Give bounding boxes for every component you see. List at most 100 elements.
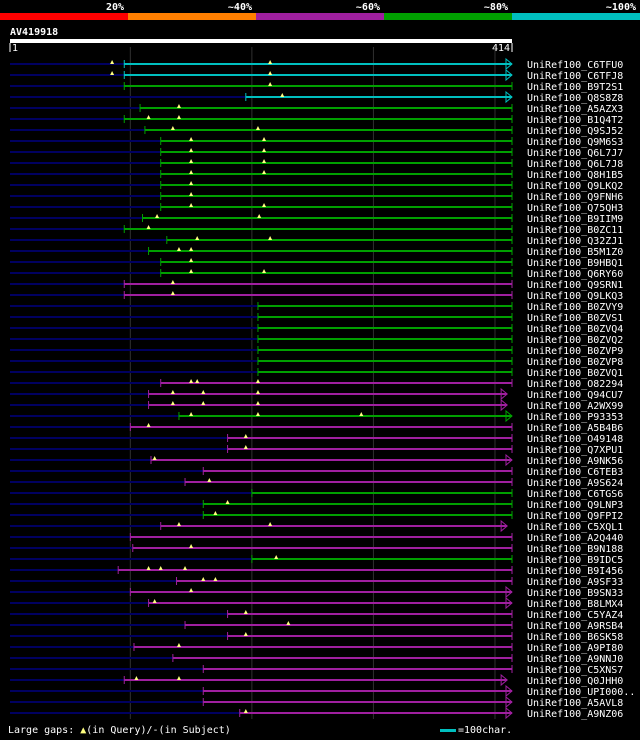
query-gap-marker — [286, 621, 291, 625]
query-gap-marker — [189, 203, 194, 207]
hit-label: UniRef100_A9PI80 — [527, 643, 623, 654]
hit-label: UniRef100_B0ZVQ4 — [527, 324, 623, 335]
query-gap-marker — [170, 280, 175, 284]
hit-label: UniRef100_B0ZVP8 — [527, 357, 623, 368]
in-subject-label: (in Subject) — [158, 725, 231, 736]
hit-end-arrow — [500, 398, 508, 412]
query-gap-marker — [243, 445, 248, 449]
identity-scale-label: ~40% — [228, 2, 252, 13]
query-gap-marker — [176, 115, 181, 119]
query-gap-marker — [189, 170, 194, 174]
hit-label: UniRef100_Q9FPI2 — [527, 511, 623, 522]
hit-label: UniRef100_C6TFJ8 — [527, 71, 623, 82]
query-gap-marker — [262, 170, 267, 174]
hit-label: UniRef100_A2WX99 — [527, 401, 623, 412]
identity-scale-label: 20% — [106, 2, 124, 13]
hit-label: UniRef100_Q8S8Z8 — [527, 93, 623, 104]
query-gap-marker — [152, 599, 157, 603]
query-gap-marker — [225, 500, 230, 504]
query-gap-marker — [155, 214, 160, 218]
query-gap-marker — [110, 71, 115, 75]
query-gap-marker — [255, 379, 260, 383]
query-gap-marker — [146, 423, 151, 427]
hit-label: UniRef100_C5YAZ4 — [527, 610, 623, 621]
hit-label: UniRef100_B1Q4T2 — [527, 115, 623, 126]
hit-label: UniRef100_Q9SRN1 — [527, 280, 623, 291]
hit-label: UniRef100_A9RSB4 — [527, 621, 623, 632]
hit-label: UniRef100_C5XQL1 — [527, 522, 623, 533]
hit-label: UniRef100_Q9SJ52 — [527, 126, 623, 137]
query-gap-marker — [146, 115, 151, 119]
query-gap-marker — [268, 522, 273, 526]
query-gap-marker — [243, 632, 248, 636]
large-gaps-label: Large gaps: — [8, 725, 81, 736]
hit-label: UniRef100_B9N188 — [527, 544, 623, 555]
hit-label: UniRef100_C5XNS7 — [527, 665, 623, 676]
hit-label: UniRef100_B6SK58 — [527, 632, 623, 643]
hit-label: UniRef100_B9IDC5 — [527, 555, 623, 566]
hit-label: UniRef100_Q6L7J8 — [527, 159, 623, 170]
query-gap-marker — [243, 434, 248, 438]
query-gap-marker — [176, 247, 181, 251]
hit-label: UniRef100_A5AZX3 — [527, 104, 623, 115]
hit-label: UniRef100_Q6L7J7 — [527, 148, 623, 159]
footer-legend: Large gaps: ▲(in Query)/-(in Subject) — [8, 725, 231, 736]
query-gap-marker — [158, 566, 163, 570]
scale-swatch — [440, 728, 456, 732]
query-gap-marker — [195, 236, 200, 240]
query-gap-marker — [255, 126, 260, 130]
hit-end-arrow — [500, 387, 508, 401]
query-gap-marker — [201, 390, 206, 394]
hit-label: UniRef100_Q0JHH0 — [527, 676, 623, 687]
hit-label: UniRef100_B9I456 — [527, 566, 623, 577]
hit-label: UniRef100_O49148 — [527, 434, 623, 445]
query-gap-marker — [183, 566, 188, 570]
hit-label: UniRef100_UPI000.. — [527, 687, 635, 698]
query-gap-marker — [255, 412, 260, 416]
hit-end-arrow — [500, 519, 508, 533]
query-gap-marker — [243, 709, 248, 713]
query-gap-marker — [268, 71, 273, 75]
hit-end-arrow — [505, 68, 513, 82]
hit-label: UniRef100_Q94CU7 — [527, 390, 623, 401]
hit-end-arrow — [505, 695, 513, 709]
query-gap-marker — [134, 676, 139, 680]
hit-label: UniRef100_B9IIM9 — [527, 214, 623, 225]
scale-legend: =100char. — [440, 725, 512, 736]
hit-label: UniRef100_A9NNJ0 — [527, 654, 623, 665]
hit-end-arrow — [505, 596, 513, 610]
query-axis-start-label: 1 — [12, 43, 18, 54]
hit-label: UniRef100_P93353 — [527, 412, 623, 423]
query-gap-marker — [255, 401, 260, 405]
query-gap-marker — [176, 522, 181, 526]
query-gap-marker — [176, 104, 181, 108]
query-gap-marker — [110, 60, 115, 64]
query-gap-marker — [170, 390, 175, 394]
scale-note: =100char. — [458, 725, 513, 736]
query-gap-marker — [213, 577, 218, 581]
hit-label: UniRef100_O82294 — [527, 379, 623, 390]
hit-label: UniRef100_Q9LKQ3 — [527, 291, 623, 302]
hit-label: UniRef100_Q7XPU1 — [527, 445, 623, 456]
hit-end-arrow — [505, 90, 513, 104]
identity-scale-60to80 — [384, 13, 512, 20]
query-gap-marker — [189, 148, 194, 152]
query-gap-marker — [189, 379, 194, 383]
identity-scale-label: ~100% — [606, 2, 636, 13]
hit-label: UniRef100_B0ZVQ2 — [527, 335, 623, 346]
query-gap-marker — [176, 643, 181, 647]
hit-label: UniRef100_B8LMX4 — [527, 599, 623, 610]
hit-label: UniRef100_Q8H1B5 — [527, 170, 623, 181]
hit-label: UniRef100_A5B4B6 — [527, 423, 623, 434]
query-gap-marker — [201, 401, 206, 405]
hit-label: UniRef100_Q9LKQ2 — [527, 181, 623, 192]
identity-scale-label: ~60% — [356, 2, 380, 13]
hit-label: UniRef100_B9SN33 — [527, 588, 623, 599]
identity-scale-lt20 — [0, 13, 128, 20]
hit-label: UniRef100_C6TEB3 — [527, 467, 623, 478]
hit-label: UniRef100_Q9FNH6 — [527, 192, 623, 203]
identity-scale-20to40 — [128, 13, 256, 20]
hit-end-arrow — [505, 706, 513, 720]
query-gap-marker — [189, 192, 194, 196]
